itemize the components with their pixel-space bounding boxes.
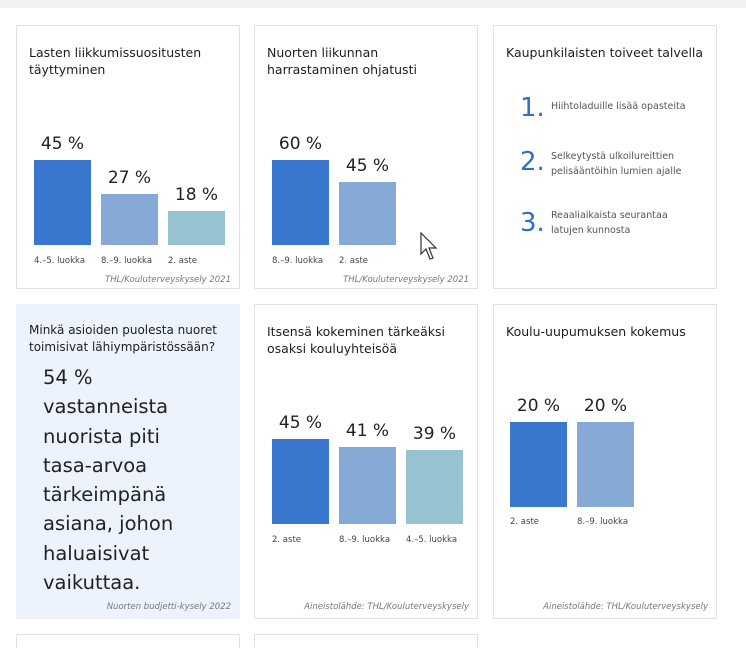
source-note: Aineistolähde: THL/Kouluterveyskysely (304, 602, 469, 612)
card-title: Itsensä kokeminen tärkeäksi osaksi koulu… (267, 324, 446, 356)
category-label: 2. aste (339, 256, 369, 266)
bar-value-label: 27 % (107, 167, 152, 188)
bar-value-label: 45 % (40, 133, 85, 154)
list-item: 3. Reaaliaikaista seurantaa latujen kunn… (520, 208, 708, 244)
bar-value-label: 45 % (345, 155, 390, 176)
category-label: 2. aste (168, 256, 198, 266)
list-number: 2. (520, 147, 545, 177)
card-winter-wishes[interactable]: Kaupunkilaisten toiveet talvella 1. Hiih… (493, 25, 717, 289)
highlight-line: asiana, johon (43, 512, 174, 536)
source-note: THL/Kouluterveyskysely 2021 (343, 275, 469, 285)
bar-value-label: 18 % (174, 184, 219, 205)
card-title: Koulu-uupumuksen kokemus (506, 324, 686, 339)
list-text: Hiihtoladuille lisää opasteita (551, 101, 686, 112)
bar-value-label: 45 % (278, 412, 323, 433)
source-note: Nuorten budjetti-kysely 2022 (106, 602, 231, 612)
category-label: 8.–9. luokka (339, 535, 391, 545)
bar-1 (272, 438, 329, 524)
category-label: 8.–9. luokka (101, 256, 153, 266)
category-label: 4.–5. luokka (34, 256, 86, 266)
list-item: 1. Hiihtoladuille lisää opasteita (520, 93, 708, 129)
highlight-line: tärkeimpänä (43, 483, 167, 507)
highlight-line: vaikuttaa. (43, 571, 141, 595)
bar-1 (272, 160, 329, 245)
card-title: Kaupunkilaisten toiveet talvella (506, 45, 704, 60)
list-number: 1. (520, 93, 545, 123)
list-text: Reaaliaikaista seurantaa latujen kunnost… (551, 210, 668, 236)
bar-2 (577, 422, 634, 507)
bar-2 (101, 193, 158, 245)
category-label: 8.–9. luokka (577, 517, 629, 527)
bar-value-label: 41 % (345, 420, 390, 441)
bar-3 (168, 210, 225, 245)
bar-2 (339, 446, 396, 524)
bar-value-label: 20 % (516, 396, 561, 416)
card-title: Lasten liikkumissuositusten täyttyminen (29, 45, 202, 77)
card-title: Minkä asioiden puolesta nuoret toimisiva… (29, 323, 217, 354)
highlight-line: nuorista piti (43, 424, 160, 448)
list-text: Selkeytystä ulkoilureittien pelisääntöih… (551, 151, 682, 177)
card-partial[interactable] (254, 634, 478, 648)
list-item: 2. Selkeytystä ulkoilureittien pelisäänt… (520, 147, 708, 183)
bar-1 (34, 159, 91, 245)
top-scroll-strip (0, 0, 746, 8)
card-youth-organized-sports[interactable]: Nuorten liikunnan harrastaminen ohjatust… (254, 25, 478, 289)
category-label: 2. aste (272, 535, 302, 545)
bar-value-label: 20 % (583, 396, 628, 416)
bar-3 (406, 450, 463, 524)
source-note: Aineistolähde: THL/Kouluterveyskysely (543, 602, 708, 612)
source-note: THL/Kouluterveyskysely 2021 (105, 275, 231, 285)
category-label: 2. aste (510, 517, 540, 527)
highlight-line: 54 % (43, 366, 93, 389)
list-number: 3. (520, 208, 545, 238)
highlight-line: vastanneista (43, 395, 169, 419)
bar-value-label: 39 % (412, 424, 457, 445)
card-school-community[interactable]: Itsensä kokeminen tärkeäksi osaksi koulu… (254, 304, 478, 619)
bar-2 (339, 181, 396, 245)
highlight-text: 54 % vastanneista nuorista piti tasa-arv… (43, 363, 193, 597)
card-title: Nuorten liikunnan harrastaminen ohjatust… (267, 45, 417, 77)
bar-value-label: 60 % (278, 134, 323, 155)
highlight-line: haluaisivat (43, 541, 150, 565)
highlight-line: tasa-arvoa (43, 453, 148, 477)
card-partial[interactable] (16, 634, 240, 648)
category-label: 8.–9. luokka (272, 256, 324, 266)
mouse-cursor-icon (420, 232, 438, 260)
bar-1 (510, 422, 567, 507)
category-label: 4.–5. luokka (406, 535, 458, 545)
card-children-activity[interactable]: Lasten liikkumissuositusten täyttyminen … (16, 25, 240, 289)
card-youth-influence[interactable]: Minkä asioiden puolesta nuoret toimisiva… (16, 304, 240, 619)
card-school-burnout[interactable]: Koulu-uupumuksen kokemus Aineistolähde: … (493, 304, 717, 619)
